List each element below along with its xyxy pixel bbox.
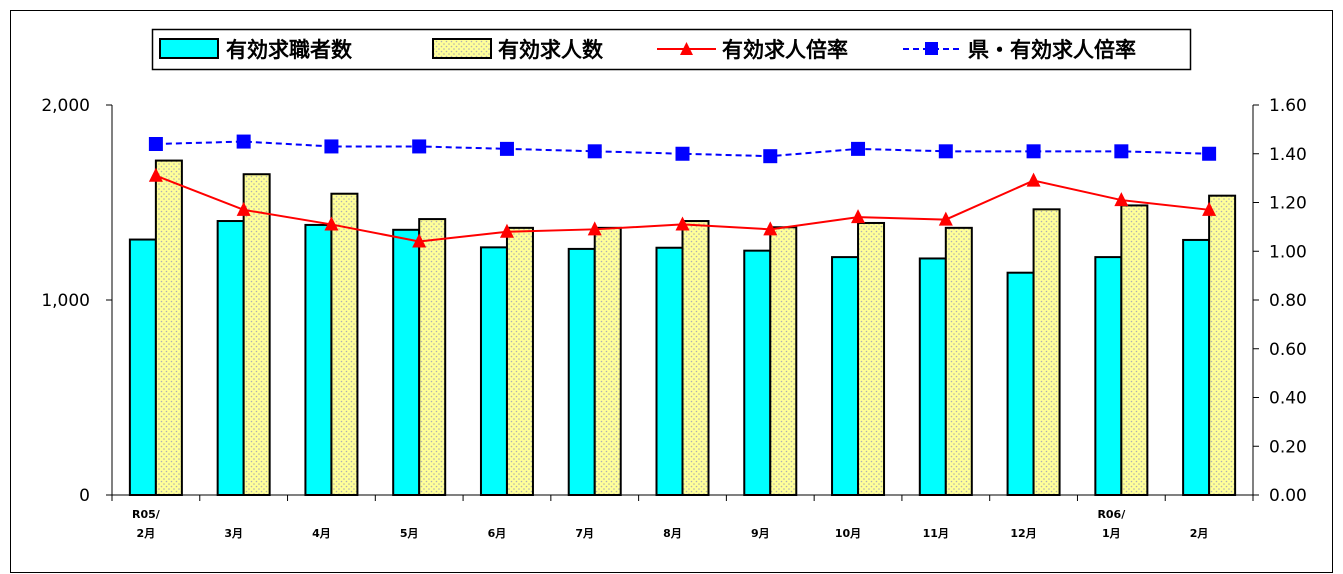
point-pref-ratio (324, 139, 339, 154)
bar-openings (330, 192, 359, 496)
bar-openings (1120, 204, 1149, 497)
x-tick-label: 5月 (400, 527, 419, 540)
legend-label-jobseekers: 有効求職者数 (226, 38, 353, 62)
point-ratio (236, 201, 251, 216)
x-tick-label: 6月 (488, 527, 507, 540)
bar-openings (418, 218, 447, 496)
point-ratio (938, 211, 953, 226)
x-tick-label-year: R06/ (1097, 508, 1126, 521)
bar-openings (505, 226, 534, 496)
bar-jobseekers (655, 246, 684, 496)
y-right-tick-label: 0.40 (1269, 389, 1307, 409)
bar-jobseekers (1006, 271, 1035, 497)
x-tick-label: 2月 (1190, 527, 1209, 540)
x-tick-label: 11月 (923, 527, 949, 540)
y-left-tick-label: 1,000 (41, 291, 90, 311)
point-pref-ratio (1114, 144, 1129, 159)
point-ratio (1202, 201, 1217, 216)
x-tick-label-year: R05/ (132, 508, 161, 521)
y-right-tick-label: 0.00 (1269, 486, 1307, 506)
x-tick-label: 10月 (835, 527, 861, 540)
bar-jobseekers (567, 247, 596, 496)
bar-jobseekers (918, 257, 947, 496)
y-left-tick-label: 2,000 (41, 96, 90, 116)
bar-openings (681, 220, 710, 496)
x-tick-label: 1月 (1102, 527, 1121, 540)
point-pref-ratio (675, 146, 690, 161)
legend-swatch-jobseekers (159, 38, 219, 59)
point-pref-ratio (763, 149, 778, 164)
x-tick-label: 3月 (224, 527, 243, 540)
x-tick-label: 7月 (575, 527, 594, 540)
legend-label-openings: 有効求人数 (498, 38, 604, 62)
point-ratio (587, 221, 602, 236)
point-ratio (324, 216, 339, 231)
point-ratio (499, 223, 514, 238)
legend-swatch-openings (432, 38, 492, 59)
bar-openings (154, 159, 183, 496)
y-right-tick-label: 0.20 (1269, 437, 1307, 457)
point-pref-ratio (938, 144, 953, 159)
x-tick-label: 2月 (137, 527, 156, 540)
y-right-tick-label: 1.60 (1269, 96, 1307, 116)
legend-swatch-ratio-marker (680, 42, 693, 55)
point-ratio (148, 167, 163, 182)
legend: 有効求職者数 有効求人数 有効求人倍率 県・有効求人倍率 (151, 28, 1192, 71)
point-pref-ratio (499, 141, 514, 156)
bar-jobseekers (831, 256, 860, 496)
bar-jobseekers (216, 220, 245, 496)
point-pref-ratio (236, 134, 251, 149)
bar-jobseekers (392, 228, 421, 497)
legend-label-ratio: 有効求人倍率 (722, 38, 848, 62)
y-right-tick-label: 0.80 (1269, 291, 1307, 311)
legend-swatch-pref-marker (925, 42, 938, 55)
point-pref-ratio (148, 137, 163, 151)
point-pref-ratio (1202, 146, 1217, 161)
bar-jobseekers (304, 223, 333, 497)
point-pref-ratio (412, 139, 427, 154)
point-ratio (1026, 172, 1041, 187)
bar-openings (1032, 208, 1061, 496)
point-pref-ratio (1026, 144, 1041, 159)
bar-openings (242, 173, 271, 496)
y-right-tick-label: 0.60 (1269, 340, 1307, 360)
point-ratio (1114, 192, 1129, 207)
point-pref-ratio (587, 144, 602, 159)
y-right-tick-label: 1.20 (1269, 194, 1307, 214)
bar-jobseekers (479, 246, 508, 496)
x-tick-label: 12月 (1010, 527, 1036, 540)
bar-openings (857, 221, 886, 496)
x-tick-label: 4月 (312, 527, 331, 540)
y-right-tick-label: 1.00 (1269, 242, 1307, 262)
y-left-tick-label: 0 (79, 486, 90, 506)
bar-openings (1208, 194, 1237, 497)
bar-openings (944, 226, 973, 496)
bar-jobseekers (1094, 256, 1123, 496)
x-tick-label: 9月 (751, 527, 770, 540)
plot-area: 0 1,000 2,000 0.00 0.20 0.40 0.60 0.80 1.00 1.20 1… (41, 96, 1307, 540)
point-ratio (851, 209, 866, 224)
point-pref-ratio (851, 141, 866, 156)
bar-jobseekers (1182, 238, 1211, 496)
legend-label-pref-ratio: 県・有効求人倍率 (968, 38, 1136, 62)
bar-jobseekers (743, 249, 772, 496)
bar-openings (593, 226, 622, 496)
point-ratio (675, 216, 690, 231)
y-right-tick-label: 1.40 (1269, 145, 1307, 165)
point-ratio (763, 221, 778, 236)
bar-jobseekers (128, 238, 157, 496)
x-tick-label: 8月 (663, 527, 682, 540)
point-ratio (412, 233, 427, 248)
bar-openings (769, 226, 798, 496)
